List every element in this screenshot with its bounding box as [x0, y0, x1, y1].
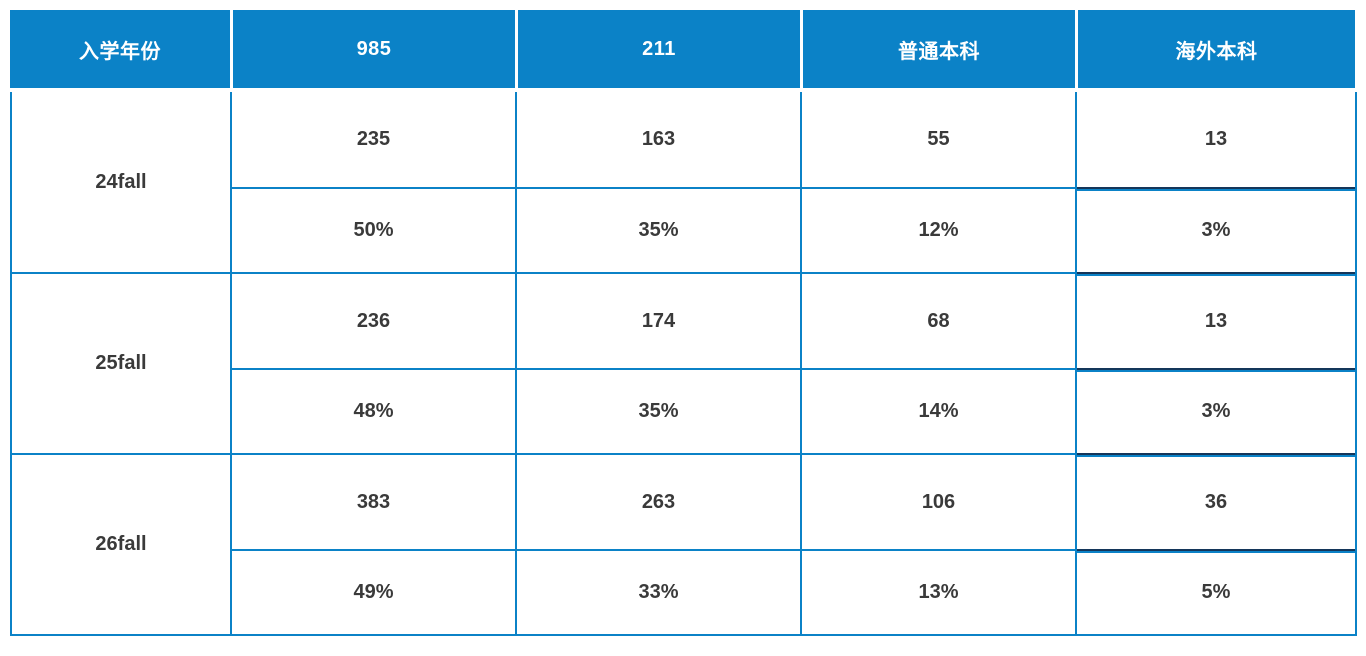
group-26fall: 26fall 383 263 106 36 49% 33% 13% 5% — [10, 453, 1357, 635]
counts-row-24fall: 24fall 235 163 55 13 — [10, 92, 1357, 273]
percents-row-25fall: 48% 35% 14% 3% — [11, 368, 1357, 454]
enrollment-stats-table: 入学年份 985 211 普通本科 海外本科 24fall 235 163 55… — [10, 10, 1357, 636]
count-cell-overseas: 36 — [1075, 453, 1357, 550]
group-25fall: 25fall 236 174 68 13 48% 35% 14% 3% — [10, 272, 1357, 454]
count-cell-985: 383 — [230, 453, 517, 550]
year-cell-26fall: 26fall — [10, 453, 232, 635]
header-cell-overseas-undergrad: 海外本科 — [1075, 10, 1355, 88]
percent-cell-regular: 14% — [800, 368, 1077, 454]
count-cell-overseas: 13 — [1075, 272, 1357, 369]
count-cell-985: 235 — [230, 92, 517, 188]
percent-cell-211: 35% — [515, 368, 802, 454]
header-cell-regular-undergrad: 普通本科 — [800, 10, 1075, 88]
enrollment-data-grid: 24fall 235 163 55 13 50% 35% 12% 3% 25fa… — [10, 92, 1357, 636]
header-cell-enrollment-year: 入学年份 — [10, 10, 230, 88]
percents-row-26fall: 49% 33% 13% 5% — [11, 549, 1357, 635]
percent-cell-211: 35% — [515, 187, 802, 273]
year-cell-25fall: 25fall — [10, 272, 232, 454]
header-cell-985: 985 — [230, 10, 515, 88]
percent-cell-985: 48% — [230, 368, 517, 454]
percent-cell-overseas: 5% — [1075, 549, 1357, 635]
percent-cell-regular: 13% — [800, 549, 1077, 635]
count-cell-985: 236 — [230, 272, 517, 369]
percent-cell-overseas: 3% — [1075, 368, 1357, 454]
percent-cell-985: 49% — [230, 549, 517, 635]
percent-cell-211: 33% — [515, 549, 802, 635]
counts-row-26fall: 26fall 383 263 106 36 — [10, 453, 1357, 635]
counts-row-25fall: 25fall 236 174 68 13 — [10, 272, 1357, 454]
group-24fall: 24fall 235 163 55 13 50% 35% 12% 3% — [10, 92, 1357, 273]
table-header-row: 入学年份 985 211 普通本科 海外本科 — [10, 10, 1355, 88]
count-cell-211: 174 — [515, 272, 802, 369]
percent-cell-985: 50% — [230, 187, 517, 273]
percents-row-24fall: 50% 35% 12% 3% — [11, 187, 1357, 273]
count-cell-211: 163 — [515, 92, 802, 188]
count-cell-regular: 106 — [800, 453, 1077, 550]
percent-cell-regular: 12% — [800, 187, 1077, 273]
count-cell-regular: 55 — [800, 92, 1077, 188]
year-cell-24fall: 24fall — [10, 92, 232, 273]
percent-cell-overseas: 3% — [1075, 187, 1357, 273]
header-cell-211: 211 — [515, 10, 800, 88]
count-cell-211: 263 — [515, 453, 802, 550]
count-cell-regular: 68 — [800, 272, 1077, 369]
count-cell-overseas: 13 — [1075, 92, 1357, 188]
